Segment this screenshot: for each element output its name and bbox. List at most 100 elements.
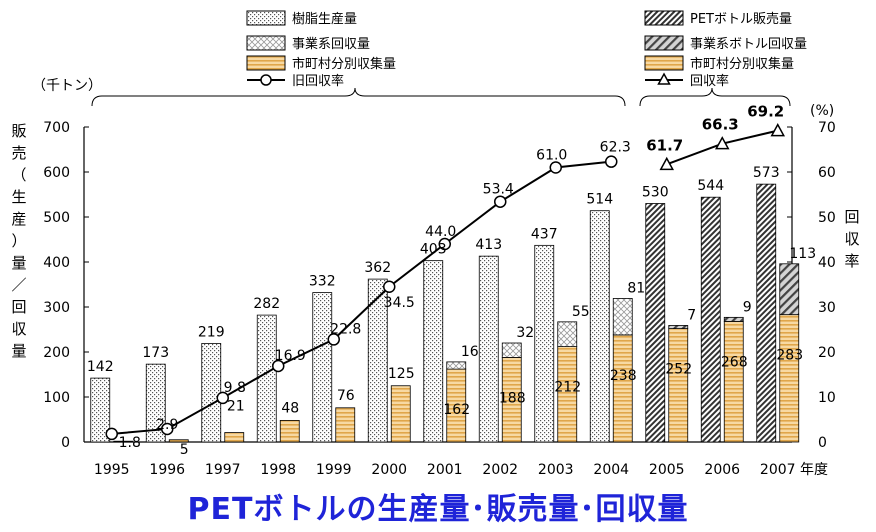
data-label-old-rate: 34.5 [384, 295, 415, 311]
marker-rate [659, 156, 675, 171]
data-label-municipal: 5 [180, 442, 189, 458]
bar-business-collection [557, 321, 578, 348]
marker-old-rate [438, 237, 451, 251]
data-label-business: 16 [461, 344, 479, 360]
data-label-production: 437 [531, 226, 558, 242]
bar-municipal-collection [168, 439, 189, 443]
marker-old-rate [327, 333, 340, 346]
legend-item-old-rate: 旧回収率 [247, 73, 344, 89]
data-label-old-rate: 22.8 [330, 321, 361, 337]
chart-caption: PETボトルの生産量･販売量･回収量 [187, 492, 689, 527]
data-label-old-rate: 9.8 [224, 380, 246, 396]
data-label-old-rate: 62.3 [600, 140, 631, 156]
brace-new-period [639, 87, 791, 107]
marker-old-rate [105, 427, 118, 441]
data-label-production: 530 [642, 185, 669, 201]
data-label-production: 332 [309, 274, 336, 290]
y-axis-title-char: 量 [11, 342, 26, 360]
bar-resin-production [201, 343, 222, 443]
data-label-production: 514 [586, 192, 613, 208]
legend-item-rate: 回収率 [645, 72, 729, 89]
y-tick-label: 400 [43, 255, 70, 271]
legend-swatch-municipal-2 [644, 55, 684, 71]
bar-business-collection [612, 298, 633, 336]
legend-label-business: 事業系回収量 [292, 36, 370, 52]
data-label-business: 55 [572, 304, 590, 320]
legend-swatch-resin [246, 10, 286, 26]
x-tick-label: 2000 [371, 462, 407, 478]
bar-pet-sales [756, 183, 777, 443]
data-label-rate: 66.3 [702, 116, 739, 134]
data-label-old-rate: 44.0 [425, 224, 456, 240]
y-axis-title-char: 売 [11, 144, 26, 162]
y-tick-label: 0 [61, 435, 70, 451]
y-axis-ticks: 0 100 200 300 400 500 600 700 [43, 120, 89, 451]
y2-tick-label: 30 [818, 300, 836, 316]
marker-old-rate [383, 280, 396, 293]
marker-old-rate [605, 155, 618, 168]
y-axis-title-char: 生 [11, 188, 26, 206]
data-label-production: 573 [753, 165, 780, 181]
legend-item-pet-sales: PETボトル販売量 [644, 10, 792, 27]
x-tick-label: 2007 [760, 462, 796, 478]
marker-old-rate [161, 422, 174, 436]
bar-municipal-collection [668, 328, 689, 443]
legend-label-resin: 樹脂生産量 [292, 11, 357, 27]
legend-label-municipal-2: 市町村分別収集量 [690, 56, 794, 72]
data-label-municipal: 48 [281, 400, 299, 416]
bars: 16 32 55 81 7 9 113 [90, 183, 816, 443]
data-label-production: 142 [87, 359, 114, 375]
bar-resin-production [534, 244, 555, 443]
y2-tick-label: 10 [818, 390, 836, 406]
y2-axis-title-char: 回 [844, 208, 859, 226]
data-label-old-rate: 61.0 [536, 148, 567, 164]
y-tick-label: 700 [43, 120, 70, 136]
y-axis-title: 販売（生産）量／回収量 [11, 122, 26, 360]
data-label-production: 173 [142, 345, 169, 361]
legend-item-business: 事業系回収量 [246, 35, 370, 52]
x-tick-label: 2005 [649, 462, 685, 478]
marker-rate [770, 123, 786, 137]
data-label-rate: 69.2 [747, 103, 784, 121]
data-label-old-rate: 16.9 [275, 348, 306, 364]
data-label-production: 413 [475, 237, 502, 253]
data-label-municipal: 238 [610, 368, 637, 384]
x-tick-label: 1998 [260, 462, 296, 478]
legend-item-business-bottle: 事業系ボトル回収量 [644, 35, 807, 52]
data-label-municipal: 1.8 [119, 435, 141, 451]
y-tick-label: 100 [43, 390, 70, 406]
data-label-business: 81 [627, 280, 645, 296]
data-label-production: 219 [198, 324, 225, 340]
bar-business-bottle-collection [723, 316, 744, 322]
legend-swatch-business [246, 35, 286, 51]
y2-axis-title-char: 率 [844, 252, 859, 270]
legend-marker-triangle [657, 72, 671, 85]
x-tick-label: 1995 [94, 462, 130, 478]
bar-resin-production [478, 255, 499, 443]
data-label-rate: 61.7 [646, 136, 683, 154]
data-label-municipal: 76 [337, 388, 355, 404]
bar-resin-production [145, 363, 166, 443]
y-axis-title-char: 回 [11, 298, 26, 316]
data-label-municipal: 268 [721, 354, 748, 370]
data-label-production: 282 [253, 296, 280, 312]
bar-resin-production [589, 210, 610, 443]
y2-unit-label: (%) [810, 103, 834, 119]
marker-rate [714, 136, 730, 150]
data-label-municipal: 283 [776, 348, 803, 364]
legend: 樹脂生産量 事業系回収量 市町村分別収集量 旧回収率 PETボトル販売量 事業系… [246, 10, 807, 89]
y2-tick-label: 0 [818, 435, 827, 451]
marker-old-rate [494, 195, 507, 208]
data-label-municipal: 252 [665, 362, 692, 378]
x-tick-label: 2004 [593, 462, 629, 478]
y-tick-label: 200 [43, 345, 70, 361]
bar-municipal-collection [224, 432, 245, 443]
y-tick-label: 300 [43, 300, 70, 316]
y2-axis-title: 回収率 [844, 208, 859, 270]
data-label-production: 403 [420, 242, 447, 258]
bar-municipal-collection [390, 385, 411, 443]
x-tick-label: 1999 [316, 462, 352, 478]
x-tick-label: 1996 [149, 462, 185, 478]
y2-tick-label: 40 [818, 255, 836, 271]
